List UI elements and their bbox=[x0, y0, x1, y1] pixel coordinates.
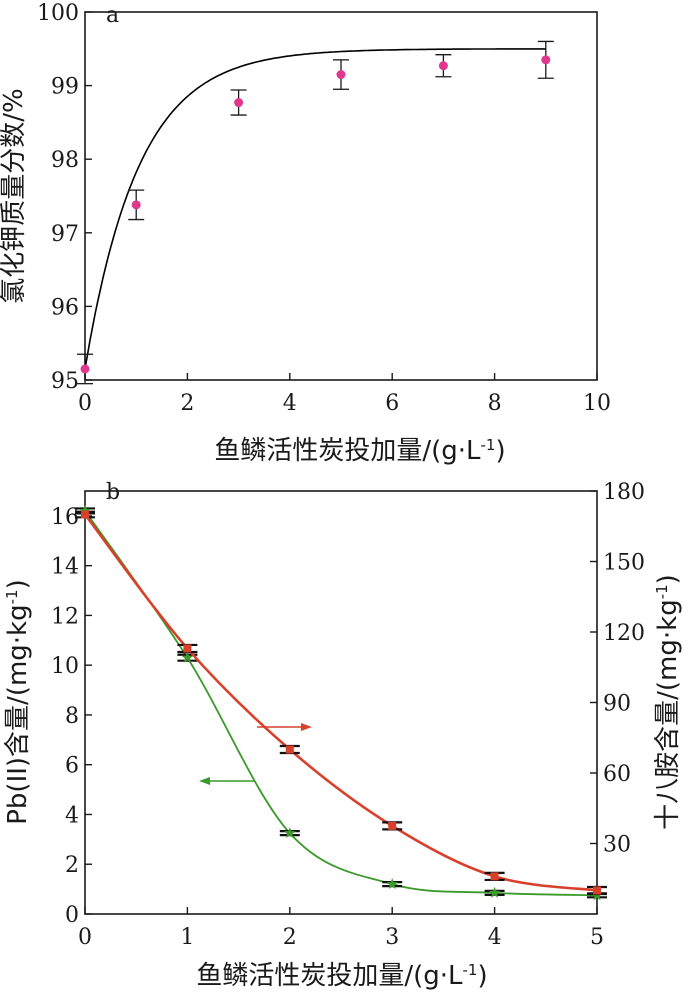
x-tick-label-b: 2 bbox=[283, 925, 297, 950]
y-tick-label-a: 98 bbox=[51, 148, 79, 173]
y-axis-right-label-b-sup: -1 bbox=[653, 584, 671, 599]
data-point-left bbox=[488, 886, 501, 898]
panel-label-b: b bbox=[106, 480, 120, 505]
x-axis-label-b: 鱼鳞活性炭投加量/(g·L-1) bbox=[196, 961, 487, 991]
data-point-a bbox=[131, 200, 141, 210]
x-axis-label-a-main: 鱼鳞活性炭投加量/(g·L bbox=[214, 436, 481, 466]
y-axis-right-label-b: 十八胺含量/(mg·kg-1) bbox=[653, 574, 683, 830]
x-axis-label-b-end: ) bbox=[477, 961, 487, 991]
y-tick-label-left-b: 14 bbox=[51, 555, 79, 580]
x-tick-label-a: 4 bbox=[283, 391, 297, 416]
x-tick-label-a: 10 bbox=[583, 391, 611, 416]
y-tick-label-right-b: 150 bbox=[603, 551, 645, 576]
y-axis-label-a: 氯化钾质量分数/% bbox=[0, 88, 29, 303]
y-tick-label-a: 96 bbox=[51, 295, 79, 320]
y-tick-label-right-b: 60 bbox=[603, 762, 631, 787]
data-point-left bbox=[79, 504, 91, 516]
x-tick-label-a: 6 bbox=[385, 391, 399, 416]
plot-frame-a bbox=[84, 11, 598, 381]
y-axis-left-label-b-main: Pb(II)含量/(mg·kg bbox=[3, 604, 33, 824]
y-axis-left-label-b-sup: -1 bbox=[3, 589, 21, 604]
y-tick-label-left-b: 0 bbox=[65, 903, 79, 928]
y-tick-label-right-b: 90 bbox=[603, 692, 631, 717]
panel-label-a: a bbox=[106, 3, 119, 28]
series-line-left bbox=[84, 510, 598, 897]
y-tick-label-right-b: 30 bbox=[603, 833, 631, 858]
data-point-a bbox=[541, 55, 551, 65]
arrow-right-head bbox=[301, 723, 312, 731]
data-point-left bbox=[284, 827, 296, 838]
y-tick-label-a: 95 bbox=[51, 369, 79, 394]
y-tick-label-a: 97 bbox=[51, 222, 79, 247]
y-axis-left-label-b: Pb(II)含量/(mg·kg-1) bbox=[3, 579, 33, 825]
y-tick-label-left-b: 4 bbox=[65, 803, 79, 828]
data-point-right bbox=[490, 872, 499, 881]
data-point-left bbox=[181, 651, 194, 663]
data-point-a bbox=[234, 98, 244, 108]
x-tick-label-b: 1 bbox=[180, 925, 194, 950]
y-tick-label-left-b: 16 bbox=[51, 505, 79, 530]
y-axis-right-label-b-main: 十八胺含量/(mg·kg bbox=[653, 599, 683, 830]
y-tick-label-a: 100 bbox=[37, 1, 79, 26]
y-tick-label-left-b: 2 bbox=[65, 853, 79, 878]
data-point-right bbox=[81, 510, 89, 519]
x-axis-label-b-sup: -1 bbox=[463, 961, 478, 979]
x-tick-label-a: 8 bbox=[488, 391, 502, 416]
data-point-right bbox=[388, 821, 397, 830]
y-tick-label-a: 99 bbox=[51, 75, 79, 100]
x-tick-label-b: 4 bbox=[488, 925, 502, 950]
series-group-a bbox=[77, 40, 554, 385]
data-point-a bbox=[336, 70, 346, 80]
data-point-right bbox=[593, 886, 601, 895]
y-axis-a: 95 96 97 98 99 100 bbox=[37, 1, 92, 394]
fit-curve-a bbox=[84, 48, 546, 370]
y-tick-label-left-b: 6 bbox=[65, 754, 79, 779]
x-axis-label-a-end: ) bbox=[495, 436, 505, 466]
data-point-right bbox=[183, 644, 192, 653]
y-tick-label-left-b: 12 bbox=[51, 604, 79, 629]
y-axis-right-b: 30 60 90 120 150 180 bbox=[590, 480, 645, 858]
data-point-right bbox=[285, 745, 294, 754]
data-point-a bbox=[438, 61, 448, 71]
y-tick-label-left-b: 10 bbox=[51, 654, 79, 679]
y-tick-label-right-b: 180 bbox=[603, 480, 645, 505]
x-tick-label-a: 0 bbox=[78, 391, 92, 416]
x-axis-b: 0 1 2 3 4 5 bbox=[78, 907, 604, 950]
y-axis-right-label-b-end: ) bbox=[653, 574, 683, 584]
series-line-right bbox=[83, 513, 598, 892]
arrow-left-head bbox=[199, 777, 210, 785]
x-axis-label-a: 鱼鳞活性炭投加量/(g·L-1) bbox=[214, 436, 505, 466]
y-axis-left-label-b-end: ) bbox=[3, 579, 33, 589]
y-tick-label-right-b: 120 bbox=[603, 621, 645, 646]
y-tick-label-left-b: 8 bbox=[65, 704, 79, 729]
x-axis-label-a-sup: -1 bbox=[481, 436, 496, 454]
data-point-left bbox=[386, 878, 398, 889]
x-tick-label-b: 5 bbox=[590, 925, 604, 950]
series-group-b bbox=[75, 504, 607, 901]
y-axis-left-b: 0 2 4 6 8 10 12 14 16 bbox=[51, 505, 92, 928]
x-tick-label-b: 3 bbox=[385, 925, 399, 950]
x-tick-label-a: 2 bbox=[180, 391, 194, 416]
plot-frame-b bbox=[84, 490, 598, 915]
axis-indicator-arrows bbox=[199, 723, 312, 785]
x-tick-label-b: 0 bbox=[78, 925, 92, 950]
x-axis-a: 0 2 4 6 8 10 bbox=[78, 373, 611, 416]
x-axis-label-b-main: 鱼鳞活性炭投加量/(g·L bbox=[196, 961, 463, 991]
data-point-a bbox=[80, 364, 90, 374]
chart-panel-a: a 0 2 4 6 8 10 95 96 97 98 99 100 氯化钾质量分数/% 鱼鳞活性炭投… bbox=[0, 1, 611, 466]
